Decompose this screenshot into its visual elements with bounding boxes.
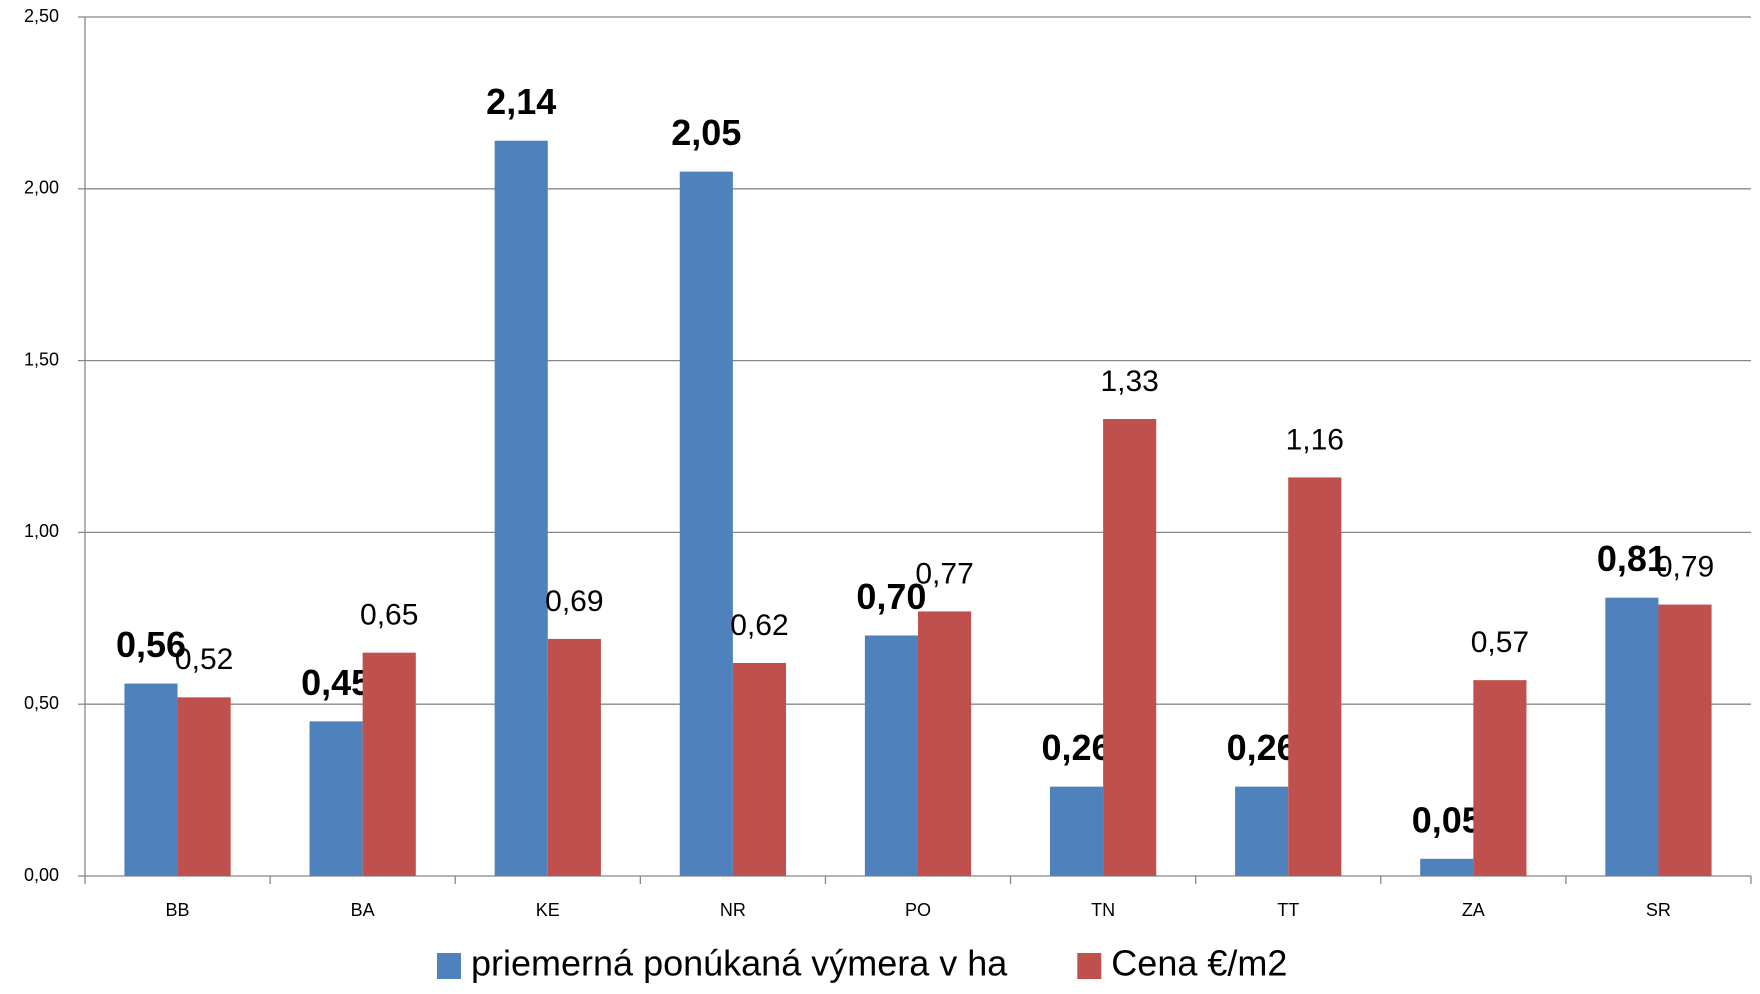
- value-label: 2,14: [486, 81, 556, 122]
- value-label: 0,56: [116, 624, 186, 665]
- value-label: 0,26: [1042, 727, 1112, 768]
- legend-label: priemerná ponúkaná výmera v ha: [471, 943, 1008, 984]
- bar: [1658, 604, 1712, 876]
- x-tick-label: TN: [1091, 900, 1115, 920]
- x-tick-label: KE: [536, 900, 560, 920]
- x-tick-label: BA: [351, 900, 375, 920]
- bar: [1420, 858, 1474, 876]
- value-label: 0,57: [1471, 626, 1529, 659]
- x-tick-label: TT: [1277, 900, 1299, 920]
- y-tick-label: 2,00: [24, 178, 59, 198]
- value-label: 2,05: [671, 112, 741, 153]
- legend-swatch: [437, 953, 461, 979]
- value-label: 0,69: [545, 585, 603, 618]
- value-label: 1,33: [1100, 365, 1158, 398]
- bar: [1473, 680, 1527, 876]
- x-tick-label: PO: [905, 900, 931, 920]
- x-tick-label: SR: [1646, 900, 1671, 920]
- bar: [732, 662, 787, 876]
- bar: [124, 683, 178, 876]
- bar: [1605, 597, 1659, 876]
- x-tick-label: BB: [166, 900, 190, 920]
- bar: [1103, 419, 1157, 876]
- value-label: 0,79: [1656, 550, 1714, 583]
- value-label: 0,65: [360, 599, 418, 632]
- value-label: 0,26: [1227, 727, 1297, 768]
- bar: [177, 697, 231, 876]
- bar: [1288, 477, 1342, 876]
- y-tick-label: 1,50: [24, 349, 59, 369]
- value-label: 0,81: [1597, 538, 1667, 579]
- bar: [679, 171, 733, 876]
- value-label: 0,77: [915, 557, 973, 590]
- bar: [1049, 786, 1104, 876]
- value-label: 0,62: [730, 609, 788, 642]
- bar: [918, 611, 972, 876]
- bar: [309, 721, 363, 876]
- y-tick-label: 2,50: [24, 6, 59, 26]
- value-label: 0,05: [1412, 799, 1482, 840]
- value-label: 1,16: [1286, 423, 1344, 456]
- legend-swatch: [1077, 953, 1102, 979]
- bar: [362, 652, 416, 876]
- value-label: 0,52: [175, 643, 233, 676]
- y-tick-label: 0,50: [24, 693, 59, 713]
- x-tick-label: ZA: [1462, 900, 1485, 920]
- y-tick-label: 1,00: [24, 521, 59, 541]
- x-tick-label: NR: [720, 900, 746, 920]
- value-label: 0,45: [301, 662, 371, 703]
- value-label: 0,70: [856, 576, 926, 617]
- bar: [494, 140, 548, 877]
- legend-label: Cena €/m2: [1111, 943, 1287, 984]
- y-tick-label: 0,00: [24, 865, 59, 885]
- bar: [1235, 786, 1289, 876]
- bar: [547, 638, 601, 876]
- bar: [864, 635, 918, 876]
